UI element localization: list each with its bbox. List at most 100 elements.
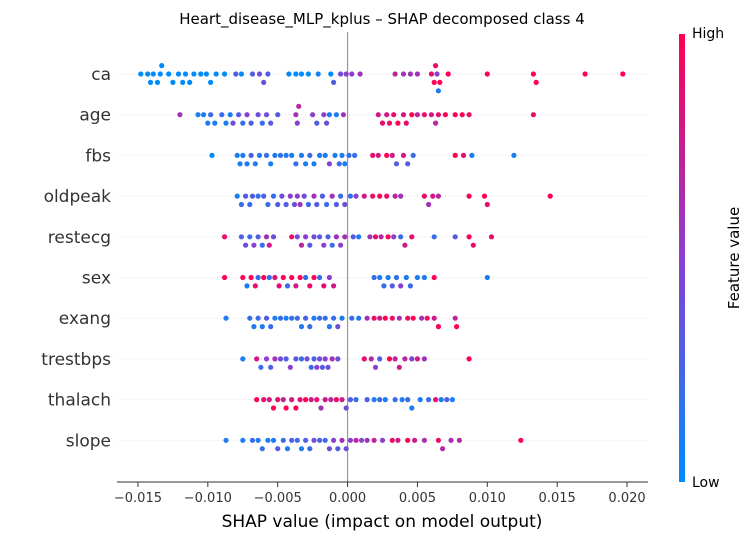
point-fbs-26 xyxy=(346,152,352,158)
point-ca-2 xyxy=(147,79,154,85)
point-restecg-4 xyxy=(251,242,257,248)
x-tick-label: 0.000 xyxy=(329,491,366,506)
point-sex-2 xyxy=(244,283,250,289)
point-exang-8 xyxy=(277,315,284,321)
point-ca-47 xyxy=(484,71,490,77)
point-exang-29 xyxy=(396,315,402,321)
point-oldpeak-38 xyxy=(466,193,472,199)
point-thalach-29 xyxy=(417,397,423,403)
point-oldpeak-2 xyxy=(243,193,249,199)
point-fbs-32 xyxy=(393,161,400,167)
point-fbs-1 xyxy=(234,152,240,158)
point-fbs-2 xyxy=(237,161,243,167)
point-restecg-33 xyxy=(431,234,437,240)
point-slope-36 xyxy=(448,437,454,443)
point-fbs-19 xyxy=(317,152,323,158)
point-fbs-8 xyxy=(263,152,270,158)
point-fbs-36 xyxy=(452,152,458,158)
point-trestbps-32 xyxy=(466,356,472,362)
point-slope-0 xyxy=(223,437,229,443)
point-slope-37 xyxy=(456,437,462,443)
point-ca-5 xyxy=(157,71,163,77)
colorbar-high-label: High xyxy=(692,26,724,42)
point-ca-40 xyxy=(428,71,434,77)
point-trestbps-30 xyxy=(414,356,420,362)
point-restecg-16 xyxy=(317,234,323,240)
point-age-16 xyxy=(263,112,270,118)
point-slope-25 xyxy=(358,437,365,443)
point-restecg-32 xyxy=(409,234,415,240)
point-oldpeak-26 xyxy=(347,193,353,199)
point-oldpeak-18 xyxy=(311,193,317,199)
x-axis-label: SHAP value (impact on model output) xyxy=(222,512,543,532)
point-restecg-0 xyxy=(222,234,228,240)
point-thalach-14 xyxy=(322,397,328,403)
point-age-40 xyxy=(428,112,434,118)
point-trestbps-11 xyxy=(304,356,310,362)
point-age-42 xyxy=(435,112,441,118)
point-oldpeak-41 xyxy=(547,193,553,199)
point-fbs-17 xyxy=(307,152,313,158)
point-thalach-28 xyxy=(409,405,415,411)
point-age-31 xyxy=(384,112,390,118)
point-restecg-1 xyxy=(238,234,244,240)
point-exang-37 xyxy=(454,324,460,330)
point-exang-33 xyxy=(424,315,430,321)
point-exang-35 xyxy=(435,324,441,330)
point-exang-13 xyxy=(303,315,309,321)
point-trestbps-22 xyxy=(368,356,374,362)
point-fbs-0 xyxy=(209,152,215,158)
point-fbs-10 xyxy=(272,152,278,158)
point-thalach-15 xyxy=(328,397,334,403)
point-fbs-24 xyxy=(339,152,345,158)
point-fbs-13 xyxy=(289,152,295,158)
point-ca-28 xyxy=(305,71,311,77)
point-ca-18 xyxy=(222,71,228,77)
point-exang-7 xyxy=(272,315,278,321)
point-restecg-28 xyxy=(385,234,391,240)
point-sex-5 xyxy=(255,274,261,281)
x-tick-label: 0.020 xyxy=(608,491,645,506)
point-restecg-12 xyxy=(298,242,305,248)
x-tick-label: 0.005 xyxy=(399,491,436,506)
point-restecg-25 xyxy=(367,234,373,240)
point-slope-10 xyxy=(289,437,295,443)
point-thalach-27 xyxy=(405,397,411,403)
point-slope-12 xyxy=(298,446,305,452)
point-sex-22 xyxy=(371,274,377,281)
point-thalach-2 xyxy=(266,397,272,403)
point-thalach-32 xyxy=(438,397,444,403)
point-fbs-14 xyxy=(293,161,299,167)
point-oldpeak-36 xyxy=(430,193,436,199)
point-oldpeak-39 xyxy=(481,193,488,199)
point-age-34 xyxy=(395,120,401,126)
point-thalach-18 xyxy=(343,405,349,411)
point-slope-14 xyxy=(307,446,313,452)
point-trestbps-10 xyxy=(298,356,305,362)
point-age-26 xyxy=(326,112,332,118)
point-slope-22 xyxy=(343,446,349,452)
point-age-39 xyxy=(421,112,427,118)
point-age-5 xyxy=(212,120,218,126)
point-exang-25 xyxy=(371,315,377,321)
point-trestbps-0 xyxy=(240,356,246,362)
x-axis-ticks: −0.015 −0.010 −0.005 0.000 0.005 0.010 0.015 0.… xyxy=(114,482,646,506)
point-sex-33 xyxy=(431,274,437,281)
colorbar-low-label: Low xyxy=(692,475,720,491)
feature-label-oldpeak: oldpeak xyxy=(44,187,112,207)
point-thalach-12 xyxy=(314,397,320,403)
x-tick-label: 0.015 xyxy=(539,491,576,506)
point-ca-20 xyxy=(238,71,244,77)
point-trestbps-4 xyxy=(268,364,274,370)
point-slope-24 xyxy=(353,437,359,443)
point-slope-27 xyxy=(371,437,377,443)
point-restecg-9 xyxy=(270,234,277,240)
point-oldpeak-15 xyxy=(297,201,303,208)
point-oldpeak-34 xyxy=(421,193,427,199)
point-thalach-23 xyxy=(377,397,383,403)
point-oldpeak-30 xyxy=(377,193,383,199)
point-exang-19 xyxy=(331,315,337,321)
point-oldpeak-20 xyxy=(319,193,325,199)
point-sex-8 xyxy=(272,274,278,281)
